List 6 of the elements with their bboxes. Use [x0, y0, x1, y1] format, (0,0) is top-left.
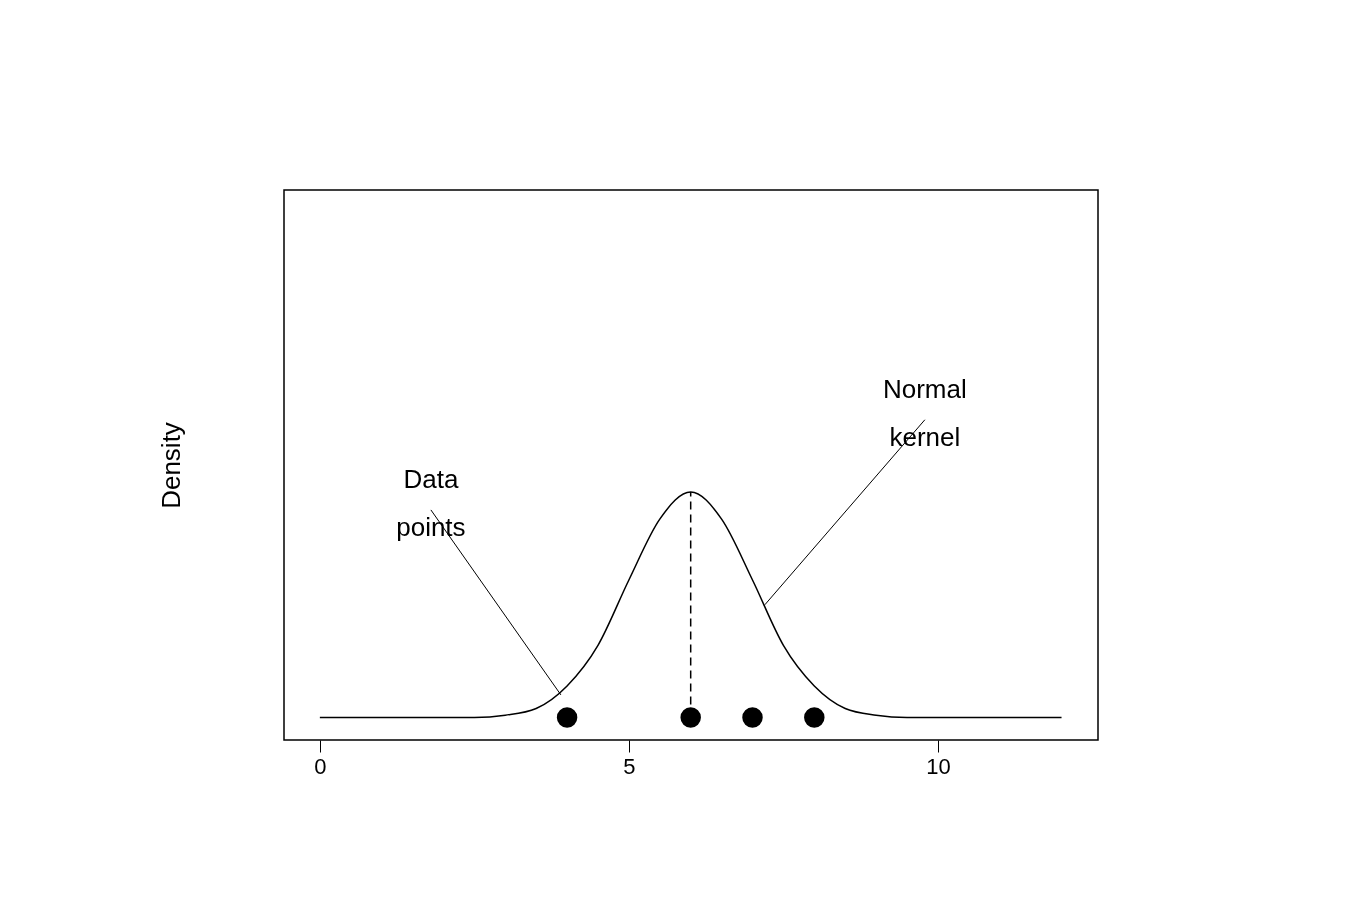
x-tick-label: 10 [926, 753, 951, 779]
x-tick-label: 5 [623, 753, 636, 779]
annotation: Normal kernel [882, 373, 967, 452]
x-tick-label: 0 [314, 753, 327, 779]
y-axis-title: Density [155, 422, 186, 509]
annotation: Data points [396, 463, 466, 542]
